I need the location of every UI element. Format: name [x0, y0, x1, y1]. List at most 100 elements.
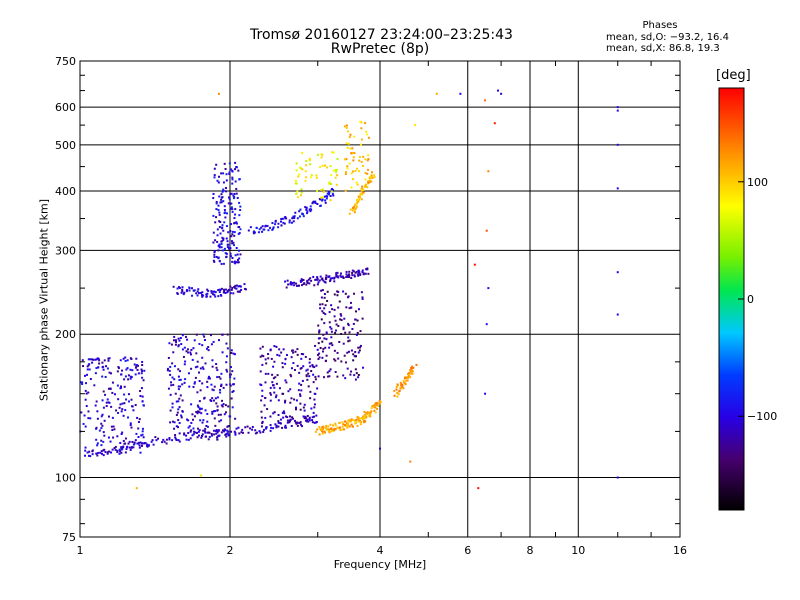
data-point: [204, 435, 207, 438]
data-point: [106, 398, 109, 401]
data-point: [318, 426, 321, 429]
data-point: [213, 385, 216, 388]
data-point: [367, 181, 370, 184]
data-point: [361, 296, 364, 299]
data-point: [198, 342, 201, 345]
data-point: [364, 185, 367, 188]
data-point: [302, 215, 305, 218]
data-point: [95, 427, 98, 430]
data-point: [311, 421, 314, 424]
data-point: [141, 442, 144, 445]
data-point: [297, 196, 300, 199]
data-point: [330, 427, 333, 430]
data-point: [370, 174, 373, 177]
data-point: [215, 366, 218, 369]
data-point: [187, 432, 190, 435]
data-point: [309, 277, 312, 280]
data-point: [210, 343, 213, 346]
data-point: [404, 383, 407, 386]
data-point: [302, 353, 305, 356]
x-tick-label: 6: [464, 544, 471, 557]
data-point: [190, 403, 193, 406]
data-point: [228, 172, 231, 175]
data-point: [305, 375, 308, 378]
data-point: [273, 411, 276, 414]
data-point: [121, 402, 124, 405]
data-point: [127, 393, 130, 396]
data-point: [129, 424, 132, 427]
data-point: [254, 432, 257, 435]
data-point: [296, 348, 299, 351]
data-point: [319, 307, 322, 310]
data-point: [191, 413, 194, 416]
data-point: [350, 370, 353, 373]
y-tick-label: 200: [55, 328, 76, 341]
data-point: [98, 362, 101, 365]
data-point: [355, 418, 358, 421]
data-point: [299, 402, 302, 405]
data-point: [213, 176, 216, 179]
data-point: [412, 366, 415, 369]
data-point: [320, 289, 323, 292]
data-point: [342, 374, 345, 377]
data-point: [218, 226, 221, 229]
data-point: [337, 290, 340, 293]
data-point: [230, 430, 233, 433]
data-point: [338, 300, 341, 303]
data-point: [226, 429, 229, 432]
data-point: [308, 361, 311, 364]
data-point: [366, 186, 369, 189]
data-point: [289, 388, 292, 391]
data-point: [275, 345, 278, 348]
data-point: [174, 437, 177, 440]
data-point: [151, 439, 154, 442]
data-point: [484, 99, 487, 102]
data-point: [130, 426, 133, 429]
data-point: [369, 176, 372, 179]
data-point: [227, 430, 230, 433]
data-point: [266, 224, 269, 227]
data-point: [117, 367, 120, 370]
data-point: [230, 288, 233, 291]
data-point: [340, 314, 343, 317]
data-point: [83, 414, 86, 417]
data-point: [315, 174, 318, 177]
data-point: [119, 403, 122, 406]
data-point: [110, 451, 113, 454]
data-point: [334, 424, 337, 427]
data-point: [331, 344, 334, 347]
data-point: [289, 401, 292, 404]
data-point: [196, 294, 199, 297]
data-point: [274, 220, 277, 223]
data-point: [335, 171, 338, 174]
data-point: [231, 256, 234, 259]
data-point: [307, 278, 310, 281]
data-point: [401, 385, 404, 388]
data-point: [183, 433, 186, 436]
data-point: [139, 441, 142, 444]
data-point: [93, 384, 96, 387]
data-point: [224, 404, 227, 407]
data-point: [234, 213, 237, 216]
data-point: [300, 425, 303, 428]
data-point: [411, 370, 414, 373]
data-point: [327, 429, 330, 432]
data-point: [236, 258, 239, 261]
data-point: [229, 285, 232, 288]
data-point: [316, 428, 319, 431]
data-point: [355, 421, 358, 424]
data-point: [234, 433, 237, 436]
data-point: [405, 379, 408, 382]
data-point: [239, 228, 242, 231]
data-point: [344, 377, 347, 380]
data-point: [240, 288, 243, 291]
data-point: [223, 413, 226, 416]
data-point: [196, 412, 199, 415]
data-point: [365, 413, 368, 416]
data-point: [120, 373, 123, 376]
data-point: [219, 388, 222, 391]
data-point: [94, 372, 97, 375]
data-point: [142, 436, 145, 439]
data-point: [300, 383, 303, 386]
